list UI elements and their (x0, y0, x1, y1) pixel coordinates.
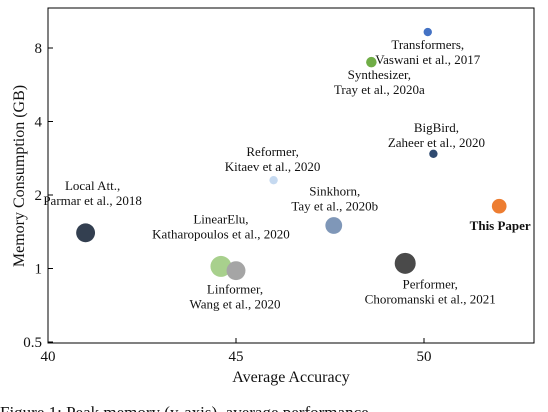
x-tick-label: 45 (229, 349, 244, 365)
scatter-point (423, 27, 432, 37)
point-label-line: Tray et al., 2020a (334, 82, 425, 97)
data-points (76, 27, 507, 281)
point-label-line: Wang et al., 2020 (189, 297, 280, 312)
point-label: This Paper (470, 218, 531, 233)
point-label: Sinkhorn, Tay et al., 2020b (291, 184, 378, 214)
figure-caption: Figure 1: Peak memory (y-axis), average … (0, 403, 369, 412)
point-label-line: Performer, (402, 276, 457, 291)
point-label: Reformer, Kitaev et al., 2020 (225, 144, 321, 174)
point-labels: Transformers, Vaswani et al., 2017Synthes… (43, 37, 531, 312)
point-label-line: Linformer, (207, 282, 263, 297)
point-label-line: This Paper (470, 218, 531, 233)
y-axis-title: Memory Consumption (GB) (11, 85, 28, 267)
point-label: Performer, Choromanski et al., 2021 (365, 276, 496, 306)
y-tick-label: 0.5 (23, 335, 42, 351)
point-label: BigBird, Zaheer et al., 2020 (388, 120, 485, 150)
scatter-point (210, 255, 232, 277)
y-tick-label: 8 (35, 41, 43, 57)
point-label-line: Vaswani et al., 2017 (375, 52, 481, 67)
scatter-point (226, 261, 246, 281)
y-tick-label: 2 (35, 188, 43, 204)
y-tick-label: 4 (35, 115, 43, 131)
point-label-line: Katharopoulos et al., 2020 (152, 226, 290, 241)
point-label-line: Sinkhorn, (309, 184, 360, 199)
point-label-line: BigBird, (414, 120, 459, 135)
y-tick-label: 1 (35, 262, 43, 278)
x-axis-title: Average Accuracy (232, 369, 349, 386)
scatter-point (325, 217, 343, 234)
point-label: Local Att., Parmar et al., 2018 (43, 178, 142, 208)
scatter-point (429, 149, 438, 158)
scatter-point (76, 223, 96, 243)
point-label-line: LinearElu, (193, 211, 248, 226)
point-label-line: Parmar et al., 2018 (43, 193, 142, 208)
scatter-point (394, 252, 416, 274)
point-label-line: Transformers, (391, 37, 464, 52)
scatter-point (366, 56, 377, 68)
point-label-line: Local Att., (65, 178, 120, 193)
point-label-line: Kitaev et al., 2020 (225, 159, 321, 174)
scatter-point (491, 198, 507, 214)
point-label-line: Choromanski et al., 2021 (365, 291, 496, 306)
scatter-point (269, 175, 278, 185)
axis-ticks: 40 45 50 0.5 1 2 4 8 (23, 41, 431, 365)
point-label: Transformers, Vaswani et al., 2017 (375, 37, 481, 67)
x-tick-label: 40 (41, 349, 56, 365)
point-label-line: Reformer, (246, 144, 299, 159)
point-label-line: Tay et al., 2020b (291, 199, 378, 214)
point-label-line: Zaheer et al., 2020 (388, 135, 485, 150)
point-label: LinearElu, Katharopoulos et al., 2020 (152, 211, 290, 241)
plot-frame (47, 7, 535, 344)
point-label: Linformer, Wang et al., 2020 (189, 282, 280, 312)
x-tick-label: 50 (417, 349, 432, 365)
point-label: Synthesizer, Tray et al., 2020a (334, 67, 425, 97)
point-label-line: Synthesizer, (348, 67, 411, 82)
